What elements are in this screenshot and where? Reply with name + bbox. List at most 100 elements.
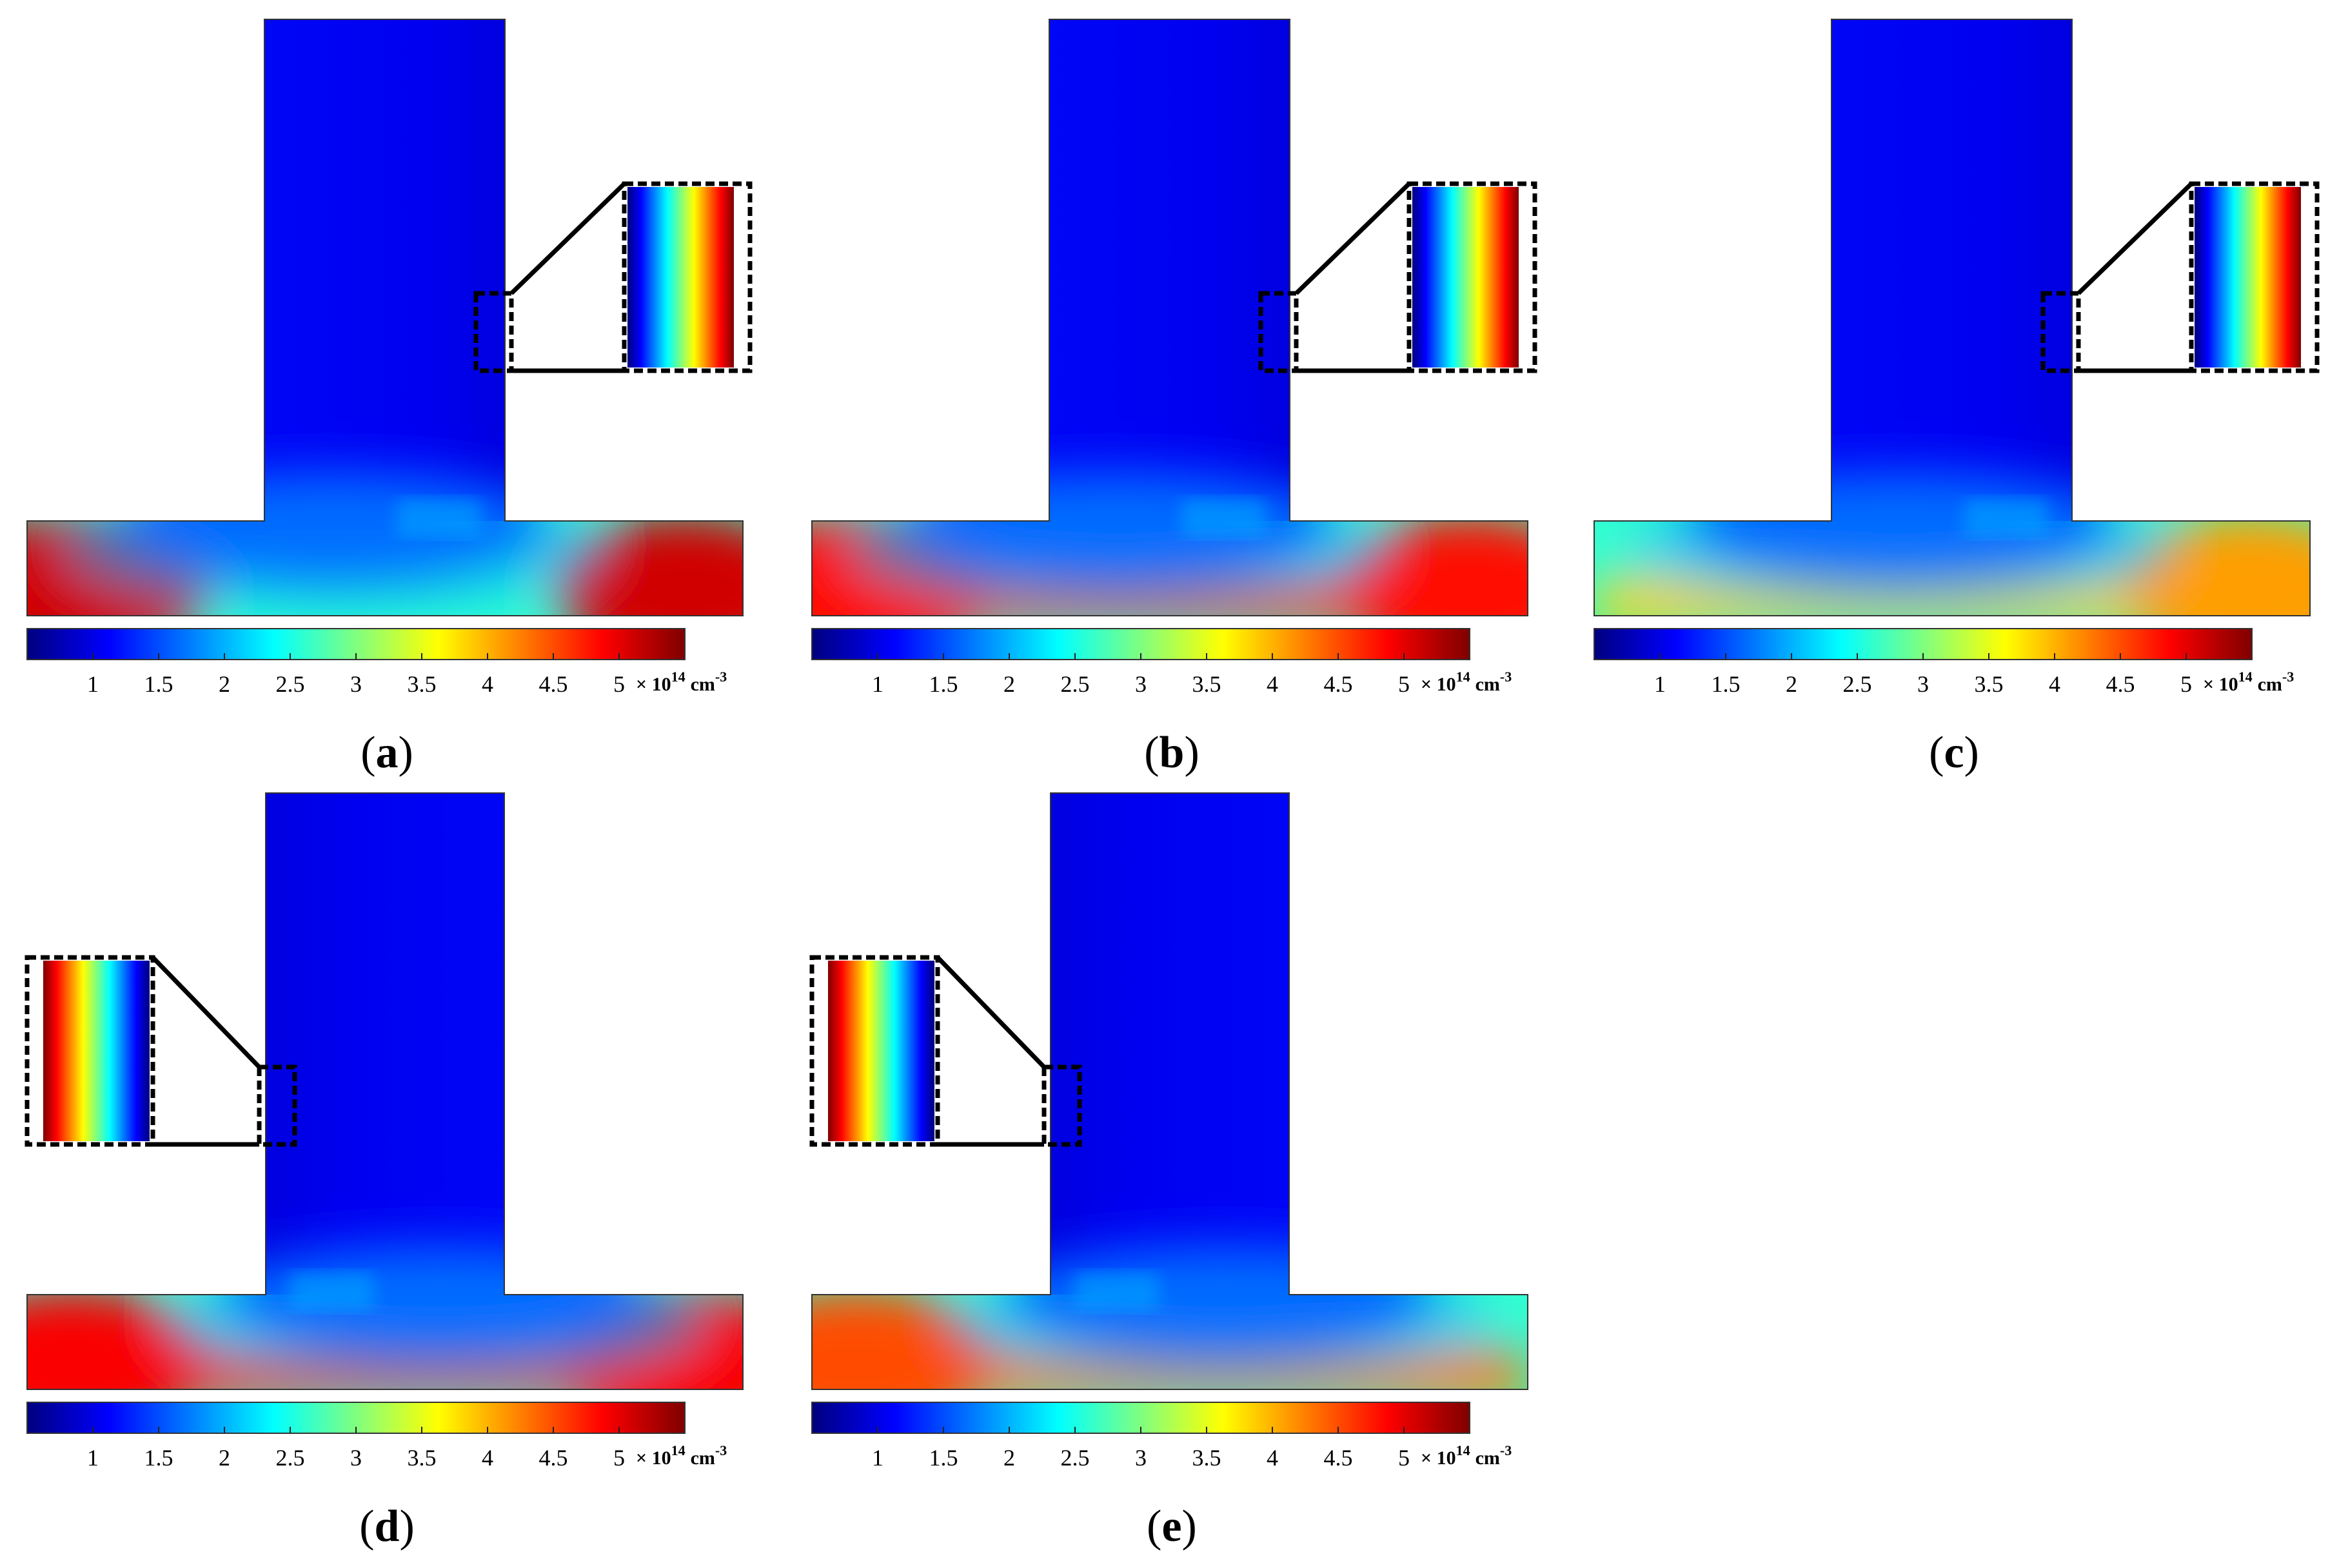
- inset-connector-top: [151, 956, 261, 1069]
- colorbar-tick-label: 4.5: [1324, 1445, 1353, 1471]
- inset-gradient: [1412, 187, 1519, 368]
- colorbar-tick-label: 1: [872, 671, 883, 697]
- inset-gradient: [43, 961, 150, 1141]
- speckle: [1183, 501, 1198, 515]
- speckle: [308, 1275, 322, 1289]
- speckle: [2016, 501, 2030, 515]
- speckle: [399, 501, 413, 515]
- speckle: [2033, 501, 2047, 515]
- inset-frame-large: [2189, 181, 2320, 373]
- inset-frame-small: [1258, 291, 1299, 373]
- colorbar-tick-label: 3: [1135, 1445, 1147, 1471]
- inset-connector-top: [509, 182, 626, 295]
- colorbar-tick-label: 4.5: [1324, 671, 1353, 697]
- inset-a: [473, 181, 753, 373]
- colorbar-unit: × 1014 cm-3: [636, 669, 727, 695]
- panel-e: 1 1.5 2 2.5 3 3.5 4 4.5 5 × 1014 cm-3 (e): [809, 792, 1528, 1551]
- colorbar-tick-label: 4.5: [2106, 671, 2135, 697]
- colorbar-tick-label: 2: [1786, 671, 1797, 697]
- hot-spot-right: [1341, 513, 1528, 616]
- colorbar-tick-label: 1: [87, 671, 99, 697]
- panel-a: 1 1.5 2 2.5 3 3.5 4 4.5 5 × 1014 cm-3 (a): [26, 19, 753, 778]
- inset-gradient: [2195, 187, 2301, 368]
- speckle: [1982, 501, 1997, 515]
- panel-c: 1 1.5 2 2.5 3 3.5 4 4.5 5 × 1014 cm-3 (c): [1594, 19, 2320, 778]
- speckle: [449, 520, 463, 534]
- colorbar-tick-label: 4: [482, 1445, 493, 1471]
- colorbar-tick-label: 5: [2180, 671, 2192, 697]
- inset-frame-small: [2040, 291, 2081, 373]
- speckle: [1999, 501, 2013, 515]
- panel-label-b: (b): [1144, 728, 1199, 778]
- colorbar-tick-label: 1.5: [144, 671, 173, 697]
- panel-d: 1 1.5 2 2.5 3 3.5 4 4.5 5 × 1014 cm-3 (d): [25, 792, 744, 1551]
- speckle: [1234, 520, 1248, 534]
- colorbar-tick-label: 2.5: [1843, 671, 1872, 697]
- colorbar-tick-label: 1: [1654, 671, 1666, 697]
- hot-spot-right: [556, 513, 743, 616]
- speckle: [324, 1275, 339, 1289]
- colorbar-c: 1 1.5 2 2.5 3 3.5 4 4.5 5 × 1014 cm-3: [1594, 628, 2294, 697]
- colorbar-tick-label: 4: [1267, 671, 1278, 697]
- colorbar-tick-label: 4: [2049, 671, 2060, 697]
- speckle: [415, 501, 429, 515]
- speckle: [1200, 520, 1214, 534]
- colorbar-tick-label: 1: [87, 1445, 99, 1471]
- mid-arc: [166, 1256, 707, 1385]
- colorbar-tick-label: 4: [482, 671, 493, 697]
- colorbar-tick-label: 1.5: [1712, 671, 1741, 697]
- speckle: [358, 1294, 372, 1308]
- colorbar-tick-label: 1.5: [929, 1445, 958, 1471]
- speckle: [1999, 520, 2013, 534]
- domain-outline: [811, 792, 1528, 1390]
- colorbar-tick-label: 1.5: [929, 671, 958, 697]
- inset-frame-small: [257, 1064, 297, 1147]
- colorbar-tick-label: 3.5: [1192, 671, 1221, 697]
- speckle: [1183, 520, 1198, 534]
- colorbar-unit: × 1014 cm-3: [636, 1442, 727, 1469]
- colorbar-tick-label: 2.5: [1061, 1445, 1090, 1471]
- domain-outline: [26, 792, 744, 1390]
- speckle: [1092, 1294, 1107, 1308]
- speckle: [1200, 501, 1214, 515]
- speckle: [432, 501, 446, 515]
- speckle: [1076, 1294, 1090, 1308]
- panel-b: 1 1.5 2 2.5 3 3.5 4 4.5 5 × 1014 cm-3 (b): [811, 19, 1537, 778]
- colorbar-d: 1 1.5 2 2.5 3 3.5 4 4.5 5 × 1014 cm-3: [26, 1402, 727, 1471]
- mid-arc: [1629, 482, 2171, 611]
- speckle: [1982, 520, 1997, 534]
- inset-connector-top: [1294, 182, 1411, 295]
- speckle: [1143, 1294, 1157, 1308]
- colorbar-tick-label: 3.5: [408, 1445, 437, 1471]
- colorbar-unit: × 1014 cm-3: [1421, 669, 1512, 695]
- mid-arc: [847, 482, 1389, 611]
- speckle: [1234, 501, 1248, 515]
- inset-d: [25, 955, 297, 1147]
- inset-gradient: [627, 187, 734, 368]
- speckle: [324, 1294, 339, 1308]
- speckle: [449, 501, 463, 515]
- inset-frame-large: [809, 955, 940, 1147]
- colorbar-tick-label: 2.5: [276, 671, 305, 697]
- speckle: [2016, 520, 2030, 534]
- inset-b: [1258, 181, 1537, 373]
- speckle: [308, 1294, 322, 1308]
- panel-label-d: (d): [359, 1502, 415, 1551]
- panel-label-e: (e): [1147, 1502, 1197, 1551]
- speckle: [291, 1275, 305, 1289]
- speckle: [341, 1275, 355, 1289]
- colorbar-unit: × 1014 cm-3: [1421, 1442, 1512, 1469]
- colorbar-tick-label: 3.5: [1192, 1445, 1221, 1471]
- speckle: [2033, 520, 2047, 534]
- speckle: [1143, 1275, 1157, 1289]
- speckle: [291, 1294, 305, 1308]
- speckle: [1126, 1275, 1140, 1289]
- colorbar-tick-label: 2.5: [276, 1445, 305, 1471]
- hot-spot-left: [812, 1286, 992, 1389]
- inset-connector-top: [2077, 182, 2193, 295]
- mid-arc: [62, 482, 604, 611]
- colorbar-tick-label: 2: [219, 671, 230, 697]
- colorbar-tick-label: 4.5: [539, 1445, 568, 1471]
